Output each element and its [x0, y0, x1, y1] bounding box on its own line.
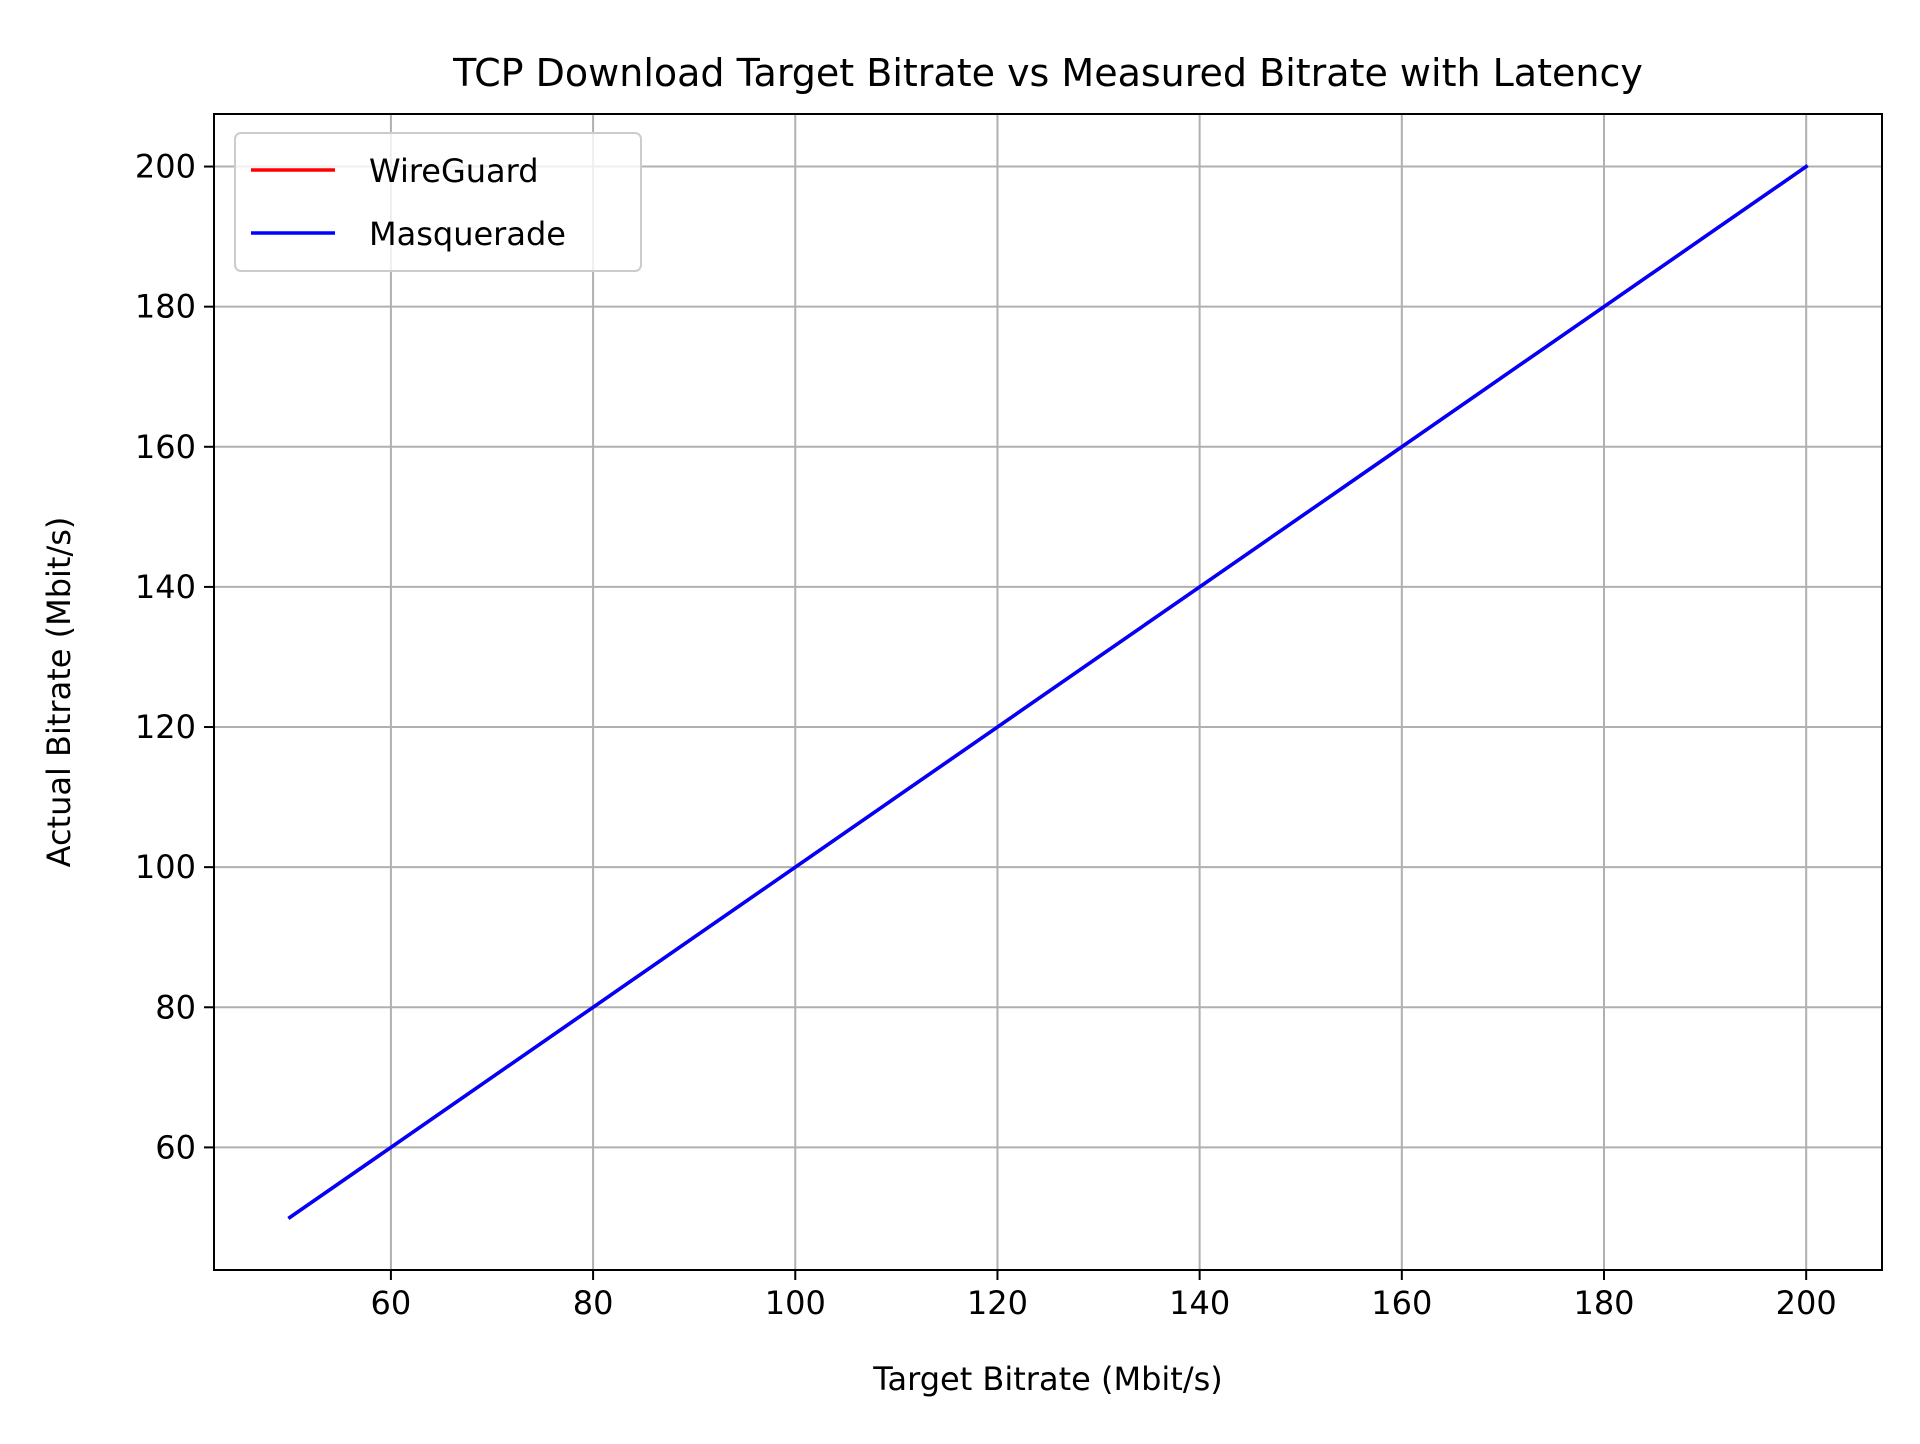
- x-tick-label: 160: [1371, 1284, 1432, 1322]
- x-tick-label: 180: [1573, 1284, 1634, 1322]
- y-tick-label: 120: [135, 708, 196, 746]
- plot-frame: [213, 113, 1883, 1271]
- y-tick-label: 180: [135, 288, 196, 326]
- legend-box: [234, 132, 642, 272]
- x-tick-label: 120: [967, 1284, 1028, 1322]
- x-tick-label: 60: [371, 1284, 412, 1322]
- ticks: 60 80 100 120 140 160 180 200 60 80 100 120 140 160 18…: [135, 148, 1837, 1322]
- x-tick-label: 80: [573, 1284, 614, 1322]
- y-tick-label: 200: [135, 148, 196, 186]
- legend-label-masquerade: Masquerade: [369, 215, 566, 253]
- x-axis-label: Target Bitrate (Mbit/s): [872, 1360, 1223, 1398]
- y-axis-label: Actual Bitrate (Mbit/s): [40, 517, 78, 868]
- y-tick-label: 80: [155, 988, 196, 1026]
- series-line-masquerade: [287, 164, 1809, 1220]
- y-tick-label: 140: [135, 568, 196, 606]
- y-tick-label: 160: [135, 428, 196, 466]
- y-tick-label: 100: [135, 848, 196, 886]
- x-tick-label: 140: [1169, 1284, 1230, 1322]
- grid: [214, 114, 1882, 1270]
- chart-title: TCP Download Target Bitrate vs Measured …: [452, 51, 1643, 95]
- legend: WireGuard Masquerade: [234, 132, 642, 272]
- series-lines: [287, 164, 1809, 1220]
- x-tick-label: 100: [765, 1284, 826, 1322]
- x-tick-label: 200: [1776, 1284, 1837, 1322]
- legend-label-wireguard: WireGuard: [369, 152, 539, 190]
- y-tick-label: 60: [155, 1128, 196, 1166]
